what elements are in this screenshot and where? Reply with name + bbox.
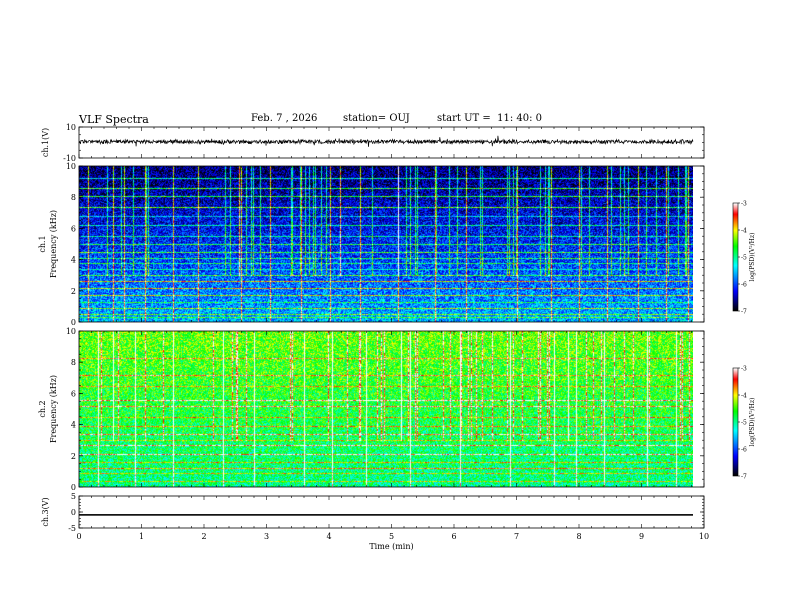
ch2-colorbar-tick-label: -6 (741, 447, 747, 454)
x-tick-label: 1 (139, 532, 144, 541)
ch2-spectrogram-ylabel: Frequency (kHz) (49, 375, 58, 443)
ch1-spectrogram-image (79, 166, 693, 322)
ch2-colorbar-tick-label: -5 (741, 420, 747, 427)
ch2-colorbar-label: log(PSD)(V²/Hz) (749, 398, 756, 447)
ch1-spectrogram-ytick-label: 0 (71, 318, 76, 327)
ch3-waveform-trace (79, 514, 693, 516)
ch3-waveform-ytick-label: 5 (71, 492, 76, 501)
figure-title: VLF Spectra (79, 113, 149, 126)
ch1-channel-label: ch.1 (38, 235, 47, 252)
x-tick-label: 8 (576, 532, 581, 541)
x-tick-label: 7 (514, 532, 519, 541)
ch2-channel-label: ch.2 (38, 400, 47, 417)
x-tick-label: 5 (389, 532, 394, 541)
ch2-spectrogram-ytick-label: 10 (66, 327, 76, 336)
ch2-colorbar-tick-label: -4 (741, 393, 747, 400)
ch1-waveform-ylabel: ch.1(V) (41, 128, 50, 157)
station-label: station= OUJ (343, 113, 410, 124)
ch2-spectrogram-ytick-label: 8 (71, 358, 76, 367)
x-tick-label: 10 (699, 532, 709, 541)
ch1-colorbar-tick-label: -3 (741, 201, 747, 208)
ch3-waveform-ylabel: ch.3(V) (41, 497, 50, 526)
ch2-colorbar-gradient (733, 368, 738, 476)
ch1-spectrogram-ytick-label: 10 (66, 162, 76, 171)
ch2-spectrogram-ytick-label: 6 (71, 389, 76, 398)
start-time-label: start UT = 11: 40: 0 (437, 113, 543, 124)
x-tick-label: 0 (76, 532, 81, 541)
ch1-colorbar-tick-label: -6 (741, 282, 747, 289)
ch1-spectrogram-ytick-label: 6 (71, 224, 76, 233)
ch1-waveform-ytick-label: 10 (66, 123, 76, 132)
ch1-colorbar-tick-label: -7 (741, 309, 747, 316)
ch2-spectrogram-ytick-label: 2 (71, 452, 76, 461)
ch3-waveform-frame (78, 495, 705, 529)
x-tick-label: 3 (264, 532, 269, 541)
x-tick-label: 6 (451, 532, 456, 541)
ch3-waveform-ytick-label: 0 (71, 508, 76, 517)
ch1-colorbar-tick-label: -4 (741, 228, 747, 235)
ch3-waveform-ytick-label: -5 (68, 524, 76, 533)
ch2-colorbar-tick-label: -7 (741, 474, 747, 481)
ch2-spectrogram-image (79, 331, 693, 487)
x-tick-label: 9 (639, 532, 644, 541)
ch1-colorbar-gradient (733, 203, 738, 311)
ch2-spectrogram-ytick-label: 0 (71, 483, 76, 492)
date-label: Feb. 7 , 2026 (251, 113, 318, 124)
ch1-colorbar-label: log(PSD)(V²/Hz) (749, 233, 756, 282)
x-tick-label: 2 (201, 532, 206, 541)
ch1-spectrogram-ytick-label: 8 (71, 193, 76, 202)
x-tick-label: 4 (326, 532, 331, 541)
ch2-spectrogram-ytick-label: 4 (71, 421, 76, 430)
ch1-spectrogram-ytick-label: 4 (71, 256, 76, 265)
ch1-waveform-ytick-label: -10 (63, 154, 76, 163)
x-axis-label: Time (min) (369, 542, 413, 551)
ch1-colorbar-tick-label: -5 (741, 255, 747, 262)
ch1-spectrogram-ytick-label: 2 (71, 287, 76, 296)
ch1-spectrogram-ylabel: Frequency (kHz) (49, 210, 58, 278)
ch1-waveform-trace (78, 135, 694, 147)
ch2-colorbar-tick-label: -3 (741, 366, 747, 373)
